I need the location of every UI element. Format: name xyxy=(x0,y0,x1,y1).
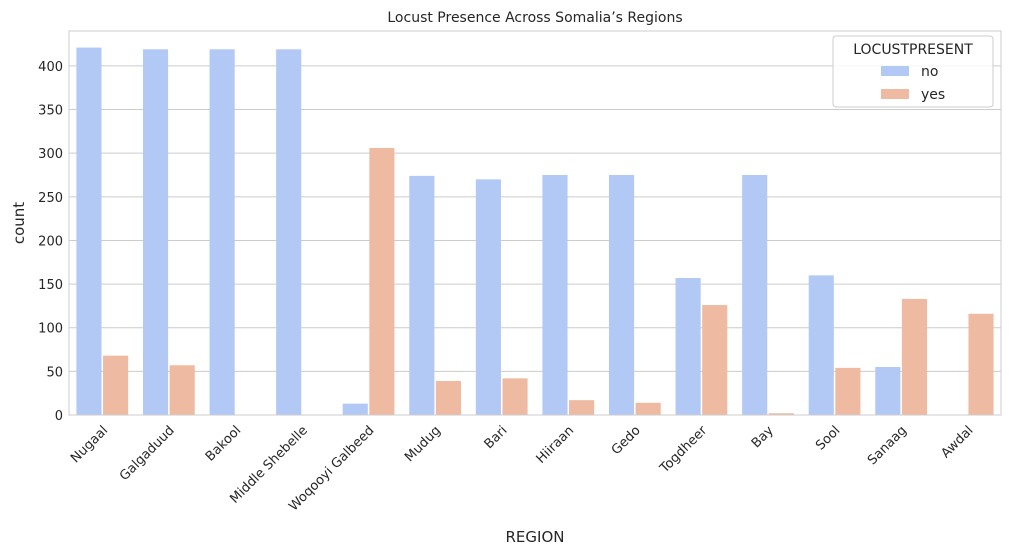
bar-no-gedo xyxy=(608,175,635,415)
x-tick-label: Awdal xyxy=(938,423,976,461)
bar-no-bari xyxy=(475,179,501,415)
bar-no-togdheer xyxy=(675,277,701,415)
x-tick-label: Mudug xyxy=(402,423,444,465)
y-axis-label: count xyxy=(10,202,28,244)
legend-label-yes: yes xyxy=(921,87,945,103)
plot-frame xyxy=(68,30,1002,416)
x-tick-label: Sanaag xyxy=(865,423,910,468)
bar-no-sool xyxy=(808,275,834,415)
bar-yes-gedo xyxy=(635,402,661,415)
legend-swatch-no xyxy=(881,66,909,76)
bar-no-sanaag xyxy=(875,367,901,415)
bar-no-nugaal xyxy=(76,47,102,415)
y-tick-label: 50 xyxy=(46,365,63,380)
bar-no-hiiraan xyxy=(542,175,568,415)
bar-yes-bari xyxy=(502,378,528,415)
x-tick-label: Nugaal xyxy=(68,423,111,466)
x-tick-label: Togdheer xyxy=(657,423,711,477)
x-tick-label: Sool xyxy=(813,423,843,453)
bar-yes-galgaduud xyxy=(169,365,195,415)
y-tick-label: 300 xyxy=(38,147,63,162)
legend-swatch-yes xyxy=(881,89,909,99)
bar-no-woqooyi-galbeed xyxy=(342,403,368,415)
bar-yes-awdal xyxy=(968,313,994,415)
bar-yes-nugaal xyxy=(103,355,129,415)
x-tick-label: Hiiraan xyxy=(534,423,577,466)
y-tick-label: 150 xyxy=(38,278,63,293)
x-tick-label: Gedo xyxy=(609,423,644,458)
gridlines xyxy=(69,65,1001,416)
legend-label-no: no xyxy=(921,64,938,80)
x-tick-label: Bay xyxy=(749,423,777,451)
legend: LOCUSTPRESENT no yes xyxy=(832,35,994,108)
y-tick-label: 0 xyxy=(55,409,63,424)
bar-yes-sanaag xyxy=(901,298,928,415)
bar-yes-sool xyxy=(835,367,861,415)
bar-no-mudug xyxy=(409,175,435,415)
x-axis-label: REGION xyxy=(506,528,565,546)
x-tick-label: Bakool xyxy=(203,423,244,464)
bar-no-galgaduud xyxy=(142,49,169,416)
y-tick-label: 250 xyxy=(38,191,63,206)
y-tick-label: 400 xyxy=(38,60,63,75)
legend-title: LOCUSTPRESENT xyxy=(853,42,973,58)
y-tick-labels: 0 50 100 150 200 250 300 350 400 xyxy=(38,60,63,424)
bar-yes-mudug xyxy=(435,380,462,415)
bar-yes-togdheer xyxy=(702,305,728,415)
bar-no-bay xyxy=(742,175,768,415)
y-tick-label: 350 xyxy=(38,104,63,119)
bars xyxy=(76,47,994,416)
y-tick-label: 200 xyxy=(38,234,63,249)
chart-title: Locust Presence Across Somalia’s Regions xyxy=(387,10,682,26)
y-tick-label: 100 xyxy=(38,322,63,337)
bar-no-bakool xyxy=(209,49,235,416)
x-tick-label: Bari xyxy=(482,423,511,452)
bar-yes-bay xyxy=(768,413,794,415)
legend-box xyxy=(832,35,994,108)
bar-yes-hiiraan xyxy=(569,400,595,415)
x-tick-label: Galgaduud xyxy=(117,423,178,484)
bar-yes-woqooyi-galbeed xyxy=(369,147,395,416)
bar-no-middle-shebelle xyxy=(276,49,302,416)
